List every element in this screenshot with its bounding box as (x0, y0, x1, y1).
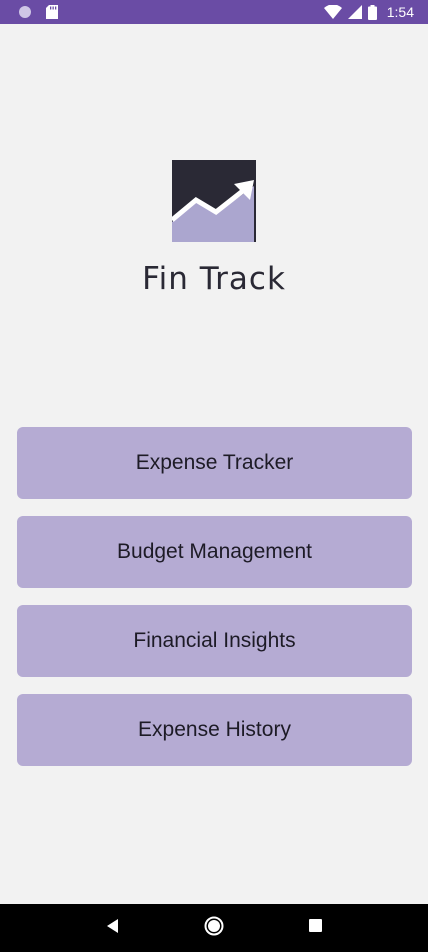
status-time: 1:54 (386, 4, 414, 20)
back-button[interactable] (93, 908, 133, 948)
main-menu: Expense Tracker Budget Management Financ… (17, 427, 412, 766)
navigation-bar (0, 904, 428, 952)
home-icon (204, 916, 224, 941)
battery-icon (367, 4, 377, 20)
sd-card-icon (46, 5, 58, 19)
recents-icon (308, 919, 322, 937)
signal-icon (347, 5, 362, 19)
trend-chart-logo-icon (170, 160, 256, 247)
back-icon (106, 918, 120, 938)
app-name: Fin Track (142, 261, 286, 297)
budget-management-button[interactable]: Budget Management (17, 516, 412, 588)
wifi-icon (323, 5, 342, 19)
financial-insights-button[interactable]: Financial Insights (17, 605, 412, 677)
circle-status-icon (18, 5, 32, 19)
status-bar: 1:54 (0, 0, 428, 24)
status-left (18, 5, 58, 19)
app-logo: Fin Track (0, 160, 428, 297)
status-right: 1:54 (323, 4, 414, 20)
expense-tracker-button[interactable]: Expense Tracker (17, 427, 412, 499)
home-button[interactable] (194, 908, 234, 948)
expense-history-button[interactable]: Expense History (17, 694, 412, 766)
recents-button[interactable] (295, 908, 335, 948)
